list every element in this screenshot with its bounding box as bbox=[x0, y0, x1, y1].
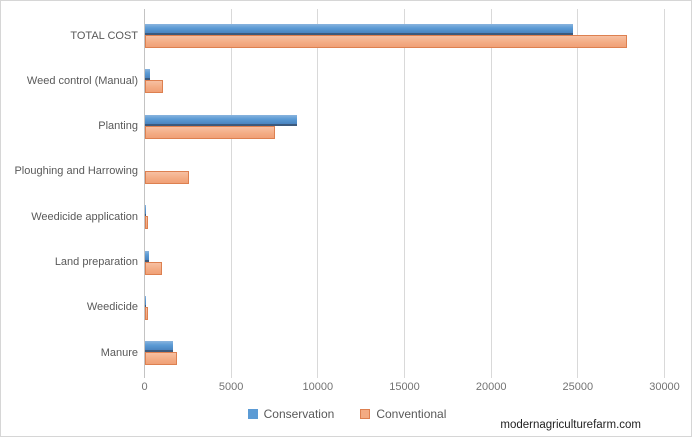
gridline bbox=[404, 9, 405, 378]
gridline bbox=[317, 9, 319, 378]
bar-conventional bbox=[145, 261, 163, 275]
x-tick-label: 20000 bbox=[475, 381, 507, 393]
y-axis-line bbox=[144, 9, 145, 378]
legend-item-conventional: Conventional bbox=[360, 407, 446, 421]
x-tick-label: 30000 bbox=[649, 381, 680, 393]
category-label: Weed control (Manual) bbox=[26, 74, 138, 87]
gridline bbox=[490, 9, 492, 378]
bar-conservation bbox=[145, 341, 173, 353]
conservation-swatch-icon bbox=[247, 409, 258, 419]
gridline bbox=[577, 9, 579, 378]
bar-conservation bbox=[145, 24, 574, 35]
bar-conventional bbox=[145, 306, 148, 320]
watermark: modernagriculturefarm.com bbox=[500, 419, 641, 431]
x-tick-label: 5000 bbox=[218, 381, 244, 393]
x-tick-label: 15000 bbox=[389, 381, 420, 393]
gridline bbox=[230, 9, 232, 378]
bar-conservation bbox=[145, 250, 149, 262]
category-label: Weedicide application bbox=[31, 210, 138, 223]
category-label: Manure bbox=[100, 346, 138, 359]
x-tick-label: 10000 bbox=[302, 381, 334, 393]
bar-conventional bbox=[145, 352, 178, 366]
x-tick-label: 0 bbox=[141, 381, 148, 393]
bar-conservation bbox=[145, 114, 297, 126]
category-label: Land preparation bbox=[54, 256, 138, 269]
legend-item-conservation: Conservation bbox=[247, 407, 335, 421]
bar-conventional bbox=[145, 80, 164, 94]
conventional-swatch-icon bbox=[360, 409, 371, 419]
bar-conventional bbox=[145, 35, 627, 48]
legend: Conservation Conventional bbox=[1, 405, 691, 423]
category-label: Ploughing and Harrowing bbox=[14, 165, 138, 178]
category-label: Weedicide bbox=[86, 301, 138, 314]
legend-label-conventional: Conventional bbox=[376, 407, 447, 421]
category-label: TOTAL COST bbox=[70, 29, 138, 42]
bar-conservation bbox=[145, 295, 146, 307]
bar-conventional bbox=[145, 170, 190, 184]
legend-label-conservation: Conservation bbox=[263, 407, 335, 421]
gridline bbox=[664, 9, 665, 378]
category-label: Planting bbox=[98, 120, 138, 133]
bar-conservation bbox=[145, 205, 147, 217]
bar-conservation bbox=[145, 69, 151, 81]
bar-conventional bbox=[145, 125, 275, 139]
bar-conventional bbox=[145, 216, 148, 230]
x-tick-label: 25000 bbox=[562, 381, 594, 393]
